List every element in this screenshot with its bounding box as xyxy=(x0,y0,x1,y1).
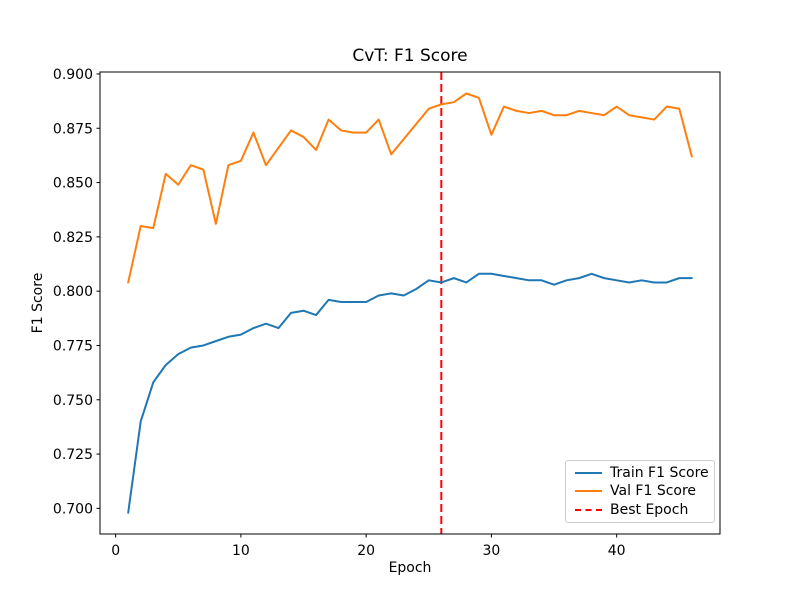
y-tick-label: 0.700 xyxy=(53,501,93,517)
x-tick-label: 40 xyxy=(608,543,626,559)
x-tick-label: 0 xyxy=(111,543,120,559)
y-tick-label: 0.775 xyxy=(53,338,93,354)
legend-label-val: Val F1 Score xyxy=(610,483,697,500)
axes-spines xyxy=(99,71,721,535)
chart-title: CvT: F1 Score xyxy=(352,46,468,66)
y-tick-label: 0.875 xyxy=(53,121,93,137)
best-epoch-line-swatch xyxy=(575,508,602,511)
y-tick-label: 0.900 xyxy=(53,67,93,83)
val-f1-line xyxy=(127,92,693,284)
legend-label-train: Train F1 Score xyxy=(610,465,709,482)
legend-item-val: Val F1 Score xyxy=(575,482,705,500)
y-tick-label: 0.750 xyxy=(53,393,93,409)
legend: Train F1 Score Val F1 Score Best Epoch xyxy=(565,460,715,523)
train-f1-line xyxy=(127,272,693,514)
x-tick-label: 30 xyxy=(483,543,501,559)
train-line-swatch xyxy=(575,472,602,475)
x-tick-label: 20 xyxy=(357,543,375,559)
val-line-swatch xyxy=(575,490,602,493)
y-axis-label: F1 Score xyxy=(30,272,46,334)
y-tick-label: 0.850 xyxy=(53,176,93,192)
x-tick-label: 10 xyxy=(232,543,250,559)
legend-item-best-epoch: Best Epoch xyxy=(575,501,705,519)
y-tick-label: 0.825 xyxy=(53,230,93,246)
y-tick-label: 0.800 xyxy=(53,284,93,300)
y-tick-label: 0.725 xyxy=(53,447,93,463)
legend-label-best-epoch: Best Epoch xyxy=(610,501,689,518)
x-axis-label: Epoch xyxy=(388,560,432,576)
legend-item-train: Train F1 Score xyxy=(575,464,709,482)
